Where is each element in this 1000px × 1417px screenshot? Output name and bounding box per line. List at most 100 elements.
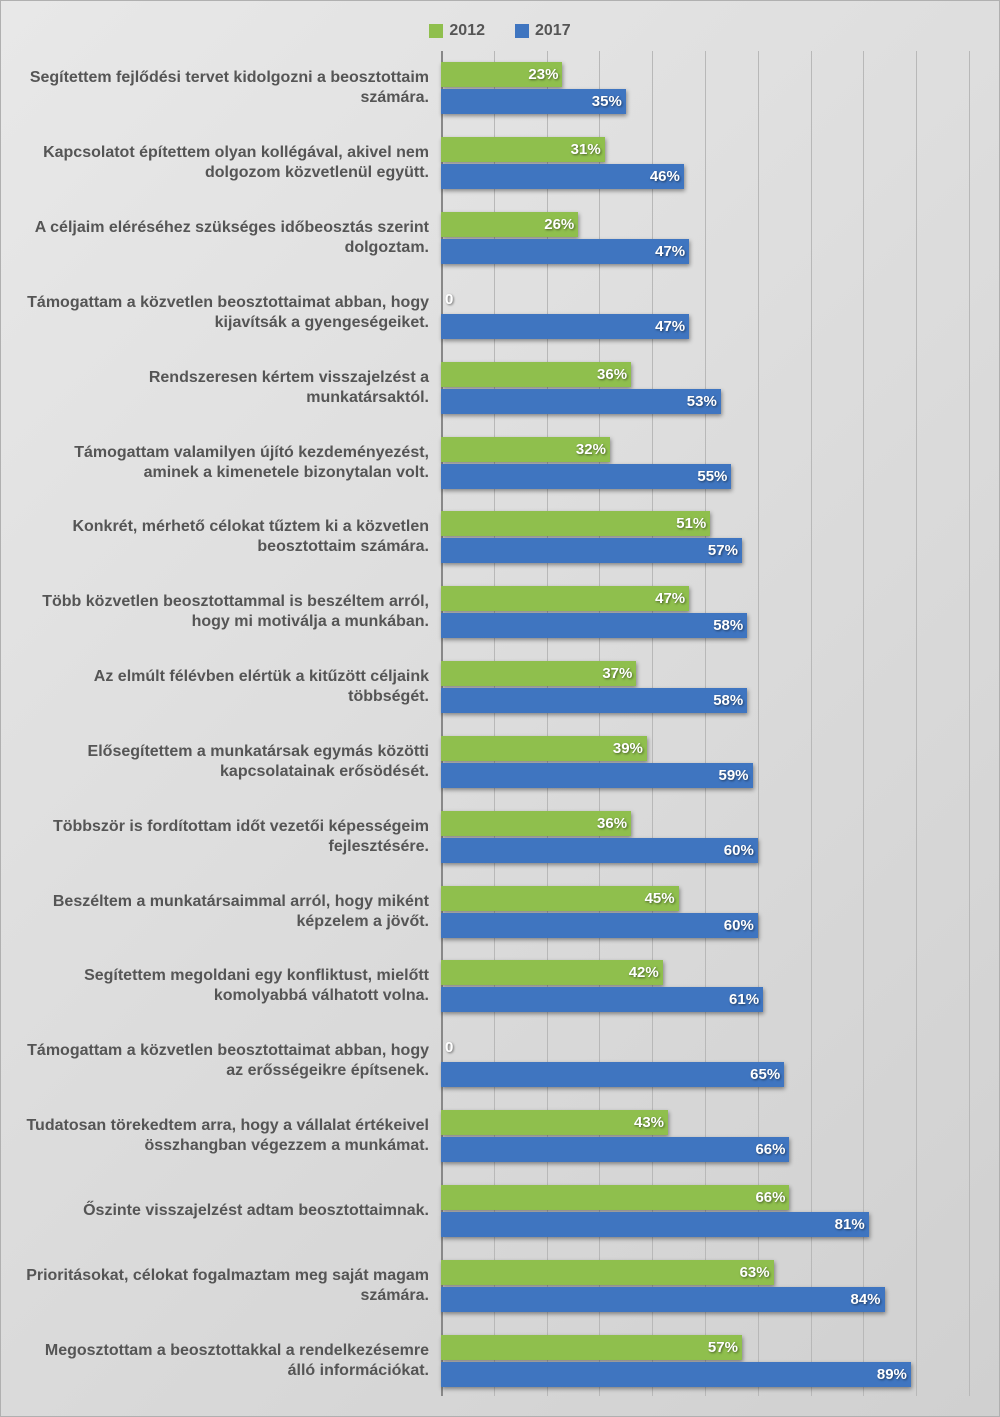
bar-2017: 55% (441, 464, 731, 489)
bar-2017: 53% (441, 389, 721, 414)
bar-2012: 31% (441, 137, 605, 162)
bar-value-2017: 60% (724, 913, 754, 938)
bar-2012: 45% (441, 886, 679, 911)
category-label: Segítettem megoldani egy konfliktust, mi… (24, 949, 429, 1024)
bar-2012: 51% (441, 511, 710, 536)
bar-value-2017: 55% (697, 464, 727, 489)
bar-value-2012: 39% (613, 736, 643, 761)
legend-swatch-2017 (515, 24, 529, 38)
bar-value-2012: 45% (645, 886, 675, 911)
bar-2017: 58% (441, 688, 747, 713)
category-label: Támogattam valamilyen újító kezdeményezé… (24, 425, 429, 500)
gridline (916, 51, 917, 1396)
bar-value-2012: 0 (445, 287, 453, 312)
category-label: Az elmúlt félévben elértük a kitűzött cé… (24, 650, 429, 725)
bar-2012: 36% (441, 362, 631, 387)
bar-2017: 60% (441, 838, 758, 863)
bar-value-2017: 57% (708, 538, 738, 563)
bar-2017: 89% (441, 1362, 911, 1387)
category-label: Több közvetlen beosztottammal is beszélt… (24, 575, 429, 650)
category-label: Támogattam a közvetlen beosztottaimat ab… (24, 276, 429, 351)
bar-2012: 43% (441, 1110, 668, 1135)
bar-2012: 57% (441, 1335, 742, 1360)
bar-value-2012: 66% (755, 1185, 785, 1210)
bar-value-2017: 46% (650, 164, 680, 189)
bar-2017: 59% (441, 763, 753, 788)
bar-2012: 47% (441, 586, 689, 611)
bar-value-2012: 26% (544, 212, 574, 237)
category-label: Tudatosan törekedtem arra, hogy a vállal… (24, 1099, 429, 1174)
legend-swatch-2012 (429, 24, 443, 38)
bar-2012: 37% (441, 661, 636, 686)
bar-2012: 26% (441, 212, 578, 237)
category-label: Elősegítettem a munkatársak egymás közöt… (24, 725, 429, 800)
category-label: Többször is fordítottam időt vezetői kép… (24, 799, 429, 874)
bar-2012: 66% (441, 1185, 789, 1210)
bar-value-2017: 47% (655, 239, 685, 264)
bar-value-2017: 59% (718, 763, 748, 788)
bar-2017: 81% (441, 1212, 869, 1237)
bar-value-2012: 57% (708, 1335, 738, 1360)
bar-2012: 32% (441, 437, 610, 462)
category-label: Segítettem fejlődési tervet kidolgozni a… (24, 51, 429, 126)
bar-2017: 57% (441, 538, 742, 563)
category-label: Megosztottam a beosztottakkal a rendelke… (24, 1323, 429, 1398)
bar-2017: 60% (441, 913, 758, 938)
bar-2012: 63% (441, 1260, 774, 1285)
category-label: Őszinte visszajelzést adtam beosztottaim… (24, 1174, 429, 1249)
category-label: Rendszeresen kértem visszajelzést a munk… (24, 350, 429, 425)
gridline (863, 51, 864, 1396)
bar-value-2012: 0 (445, 1035, 453, 1060)
bar-2012: 39% (441, 736, 647, 761)
bar-value-2012: 51% (676, 511, 706, 536)
bar-value-2017: 61% (729, 987, 759, 1012)
category-label: Támogattam a közvetlen beosztottaimat ab… (24, 1024, 429, 1099)
category-label: Prioritásokat, célokat fogalmaztam meg s… (24, 1248, 429, 1323)
bar-value-2012: 23% (528, 62, 558, 87)
bar-value-2012: 36% (597, 362, 627, 387)
bar-value-2017: 89% (877, 1362, 907, 1387)
bar-2012: 42% (441, 960, 663, 985)
bar-value-2017: 47% (655, 314, 685, 339)
bar-value-2017: 66% (755, 1137, 785, 1162)
chart-container: 2012 2017 Segítettem fejlődési tervet ki… (16, 16, 984, 1401)
bar-2017: 84% (441, 1287, 885, 1312)
category-label: Beszéltem a munkatársaimmal arról, hogy … (24, 874, 429, 949)
legend: 2012 2017 (16, 16, 984, 46)
bar-value-2012: 63% (740, 1260, 770, 1285)
legend-label-2012: 2012 (449, 22, 485, 40)
bar-value-2012: 31% (571, 137, 601, 162)
bar-2012: 23% (441, 62, 562, 87)
category-label: A céljaim eléréséhez szükséges időbeoszt… (24, 201, 429, 276)
plot-area: 23%35%31%46%26%47%047%36%53%32%55%51%57%… (441, 51, 969, 1396)
bar-2017: 35% (441, 89, 626, 114)
legend-item-2017: 2017 (515, 22, 571, 40)
bar-2017: 47% (441, 314, 689, 339)
bar-value-2017: 58% (713, 688, 743, 713)
bar-value-2017: 58% (713, 613, 743, 638)
bar-2017: 58% (441, 613, 747, 638)
bar-value-2012: 37% (602, 661, 632, 686)
bar-2017: 61% (441, 987, 763, 1012)
bar-2017: 46% (441, 164, 684, 189)
legend-item-2012: 2012 (429, 22, 485, 40)
bar-value-2017: 65% (750, 1062, 780, 1087)
bar-2017: 65% (441, 1062, 784, 1087)
bar-2017: 66% (441, 1137, 789, 1162)
category-labels: Segítettem fejlődési tervet kidolgozni a… (16, 51, 441, 1396)
bar-2017: 47% (441, 239, 689, 264)
bar-value-2012: 32% (576, 437, 606, 462)
bar-value-2017: 84% (850, 1287, 880, 1312)
bar-value-2012: 43% (634, 1110, 664, 1135)
bar-value-2017: 53% (687, 389, 717, 414)
bar-value-2012: 42% (629, 960, 659, 985)
bar-value-2017: 81% (835, 1212, 865, 1237)
gridline (811, 51, 812, 1396)
category-label: Konkrét, mérhető célokat tűztem ki a köz… (24, 500, 429, 575)
bar-value-2017: 60% (724, 838, 754, 863)
bar-value-2012: 36% (597, 811, 627, 836)
category-label: Kapcsolatot építettem olyan kollégával, … (24, 126, 429, 201)
bar-2012: 36% (441, 811, 631, 836)
bar-value-2017: 35% (592, 89, 622, 114)
legend-label-2017: 2017 (535, 22, 571, 40)
